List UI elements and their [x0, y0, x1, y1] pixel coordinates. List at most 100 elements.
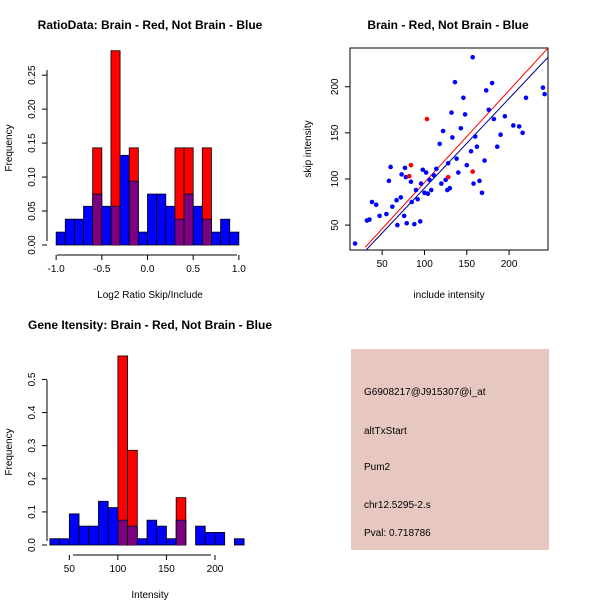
not-brain-bar — [59, 538, 70, 546]
not-brain-point — [458, 125, 464, 131]
not-brain-point — [437, 141, 442, 147]
y-tick-label: 200 — [330, 78, 341, 95]
not-brain-bar — [234, 538, 245, 546]
not-brain-point — [373, 202, 379, 208]
x-tick-label: 150 — [458, 259, 475, 270]
y-tick-label: 0.3 — [27, 438, 38, 452]
not-brain-point — [474, 144, 480, 149]
not-brain-point — [523, 95, 529, 101]
brain-point — [470, 169, 475, 174]
overlap-bar — [129, 181, 138, 245]
not-brain-point — [418, 181, 424, 186]
not-brain-point — [491, 116, 497, 122]
y-tick-label: 0.00 — [27, 235, 38, 255]
not-brain-point — [472, 134, 478, 139]
not-brain-point — [445, 160, 451, 166]
locus-id: chr12.5295-2.s — [364, 500, 431, 511]
not-brain-point — [369, 199, 375, 205]
not-brain-bar — [83, 205, 94, 246]
y-tick-label: 0.20 — [27, 99, 38, 119]
not-brain-bar — [147, 193, 158, 246]
gene-y-ticks: 0.0 0.1 0.2 0.3 0.4 0.5 — [27, 372, 47, 552]
not-brain-point — [413, 187, 419, 193]
not-brain-point — [352, 241, 358, 246]
gene-histogram-panel: Gene Itensity: Brain - Red, Not Brain - … — [4, 318, 272, 600]
not-brain-point — [486, 107, 492, 113]
not-brain-bar — [146, 519, 158, 546]
not-brain-point — [502, 113, 508, 119]
y-tick-label: 0.1 — [27, 505, 38, 519]
not-brain-bar — [214, 532, 226, 546]
not-brain-point — [388, 164, 393, 170]
x-tick-label: 0.5 — [186, 264, 200, 275]
brain-point — [408, 162, 414, 168]
not-brain-point — [479, 190, 485, 196]
not-brain-point — [452, 79, 458, 85]
x-tick-label: 50 — [64, 564, 76, 575]
not-brain-point — [540, 85, 546, 90]
not-brain-point — [386, 178, 392, 184]
not-brain-bar — [229, 231, 240, 246]
overlap-bar — [176, 520, 186, 545]
overlap-bar — [175, 219, 184, 245]
gene-histogram-title: Gene Itensity: Brain - Red, Not Brain - … — [28, 318, 272, 332]
info-panel: G6908217@J915307@i_at altTxStart Pum2 ch… — [351, 349, 549, 550]
not-brain-point — [456, 170, 461, 175]
scatter-fit-lines — [364, 48, 548, 250]
not-brain-point — [409, 199, 415, 205]
y-tick-label: 100 — [330, 170, 341, 187]
not-brain-point — [434, 166, 439, 172]
scatter-title: Brain - Red, Not Brain - Blue — [367, 18, 529, 32]
gene-y-axis-label: Frequency — [4, 428, 15, 475]
not-brain-point — [425, 191, 431, 197]
ratio-y-ticks: 0.00 0.05 0.10 0.15 0.20 0.25 — [27, 65, 47, 255]
brain-point — [406, 173, 412, 179]
not-brain-bar — [220, 218, 231, 246]
not-brain-point — [516, 124, 522, 129]
y-tick-label: 50 — [330, 219, 341, 231]
y-tick-label: 0.25 — [27, 65, 38, 85]
not-brain-point — [520, 130, 525, 136]
scatter-plot-box — [349, 47, 549, 251]
event-type: altTxStart — [364, 426, 407, 437]
scatter-points — [352, 54, 547, 246]
x-tick-label: 100 — [110, 564, 127, 575]
y-tick-label: 0.15 — [27, 133, 38, 153]
not-brain-bar — [98, 500, 109, 546]
not-brain-point — [377, 213, 382, 219]
not-brain-point — [384, 211, 389, 217]
x-tick-label: 0.0 — [141, 264, 155, 275]
gene-x-ticks: 50 100 150 200 — [64, 555, 224, 575]
ratio-y-axis-label: Frequency — [4, 124, 15, 171]
not-brain-bar — [78, 525, 90, 546]
not-brain-point — [439, 181, 444, 186]
not-brain-point — [477, 178, 482, 184]
not-brain-bar — [137, 231, 148, 246]
not-brain-bar — [49, 538, 61, 546]
not-brain-point — [412, 221, 417, 227]
not-brain-point — [427, 177, 432, 183]
overlap-bar — [111, 206, 120, 245]
not-brain-point — [431, 172, 437, 178]
scatter-x-axis-label: include intensity — [413, 290, 484, 301]
scatter-panel: Brain - Red, Not Brain - Blue 50 100 150 20… — [303, 18, 549, 301]
not-brain-point — [404, 220, 409, 226]
not-brain-point — [511, 123, 516, 128]
not-brain-point — [417, 219, 423, 224]
not-brain-point — [461, 95, 466, 101]
not-brain-point — [482, 158, 487, 163]
not-brain-point — [449, 110, 454, 115]
not-brain-point — [415, 196, 420, 202]
not-brain-point — [394, 197, 399, 203]
not-brain-bar — [68, 513, 80, 546]
not-brain-point — [498, 132, 503, 138]
brain-point — [424, 116, 430, 122]
not-brain-bar — [107, 507, 119, 546]
not-brain-point — [483, 88, 489, 93]
not-brain-bar — [204, 532, 216, 546]
not-brain-point — [423, 170, 429, 175]
brain-bar — [117, 355, 128, 546]
overlap-bar — [118, 520, 128, 545]
y-tick-label: 0.10 — [27, 167, 38, 187]
